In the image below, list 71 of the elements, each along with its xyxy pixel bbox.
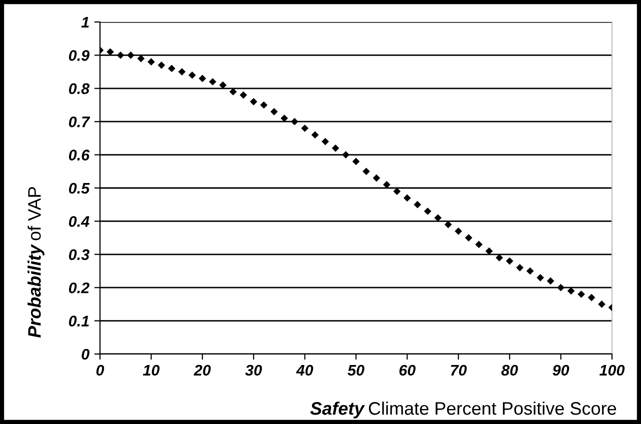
point [444,220,452,228]
x-tick-label: 50 [348,364,364,376]
point [393,188,401,195]
x-tick-label: 60 [399,364,416,376]
point [240,91,248,99]
point [229,88,237,96]
point [158,61,166,69]
point [250,98,258,106]
point [526,267,534,275]
y-tick-label: 0.6 [68,150,90,160]
point [454,227,462,235]
point [311,131,319,139]
point [148,58,155,66]
y-tick-label: 0.2 [68,282,90,294]
point [598,300,606,308]
x-tick-label: 40 [296,364,314,376]
point [516,264,524,272]
point [362,168,370,176]
x-axis-title: Safety Climate Percent Positive Score [310,402,616,418]
y-axis-title: Probability of VAP [28,187,44,338]
point [557,284,564,292]
x-tick-label: 10 [142,364,160,376]
y-tick-label: 0.8 [68,83,90,94]
point [342,151,350,158]
x-tick-label: 0 [96,364,104,376]
point [414,200,422,208]
x-tick-label: 70 [450,364,467,376]
point [475,240,483,248]
point [290,118,298,126]
point [372,174,380,182]
point [567,287,575,295]
point [301,124,308,132]
point [198,74,206,82]
point [352,158,360,166]
point [208,78,216,86]
y-tick-label: 0.7 [68,116,90,128]
point [127,52,134,59]
y-tick-label: 0.5 [68,182,90,194]
x-tick-label: 90 [552,364,570,376]
point [485,247,493,255]
x-tick-label: 80 [501,364,518,376]
point [506,257,514,265]
point [219,81,227,89]
x-tick-label: 30 [245,364,262,376]
y-tick-label: 0.3 [68,249,90,260]
point [188,71,196,79]
y-tick-label: 1 [81,17,89,28]
point [260,101,268,109]
point [464,234,472,242]
point [578,290,585,298]
x-tick-label: 20 [194,364,211,376]
y-tick-label: 0.4 [68,216,90,227]
point [536,274,544,282]
point [383,181,390,188]
x-tick-label: 100 [600,364,625,376]
point [546,277,554,285]
point [137,54,145,62]
point [588,294,596,302]
point [178,68,186,76]
point [404,194,411,202]
point [496,254,504,262]
point [424,208,432,215]
point [322,138,329,146]
point [270,108,278,116]
y-tick-label: 0.1 [68,316,89,326]
y-tick-label: 0 [82,348,90,360]
point [280,114,288,122]
point [332,144,340,152]
point [116,52,124,59]
point [168,64,176,72]
y-tick-label: 0.9 [68,50,90,61]
